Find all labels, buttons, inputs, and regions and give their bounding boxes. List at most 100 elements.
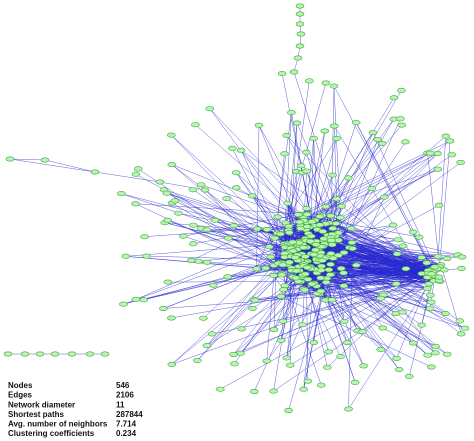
node: [303, 276, 313, 282]
edge-lines: [8, 6, 466, 411]
node: [278, 262, 288, 268]
node: [393, 237, 403, 243]
node: [174, 210, 183, 216]
node: [441, 133, 451, 139]
node: [90, 169, 100, 175]
node: [300, 271, 310, 277]
node: [119, 301, 128, 307]
node: [329, 123, 339, 129]
node: [327, 237, 336, 243]
node: [335, 215, 345, 221]
node: [433, 166, 443, 172]
node: [378, 325, 388, 331]
node: [288, 248, 298, 254]
node: [302, 168, 311, 174]
node: [315, 222, 325, 228]
node: [202, 259, 212, 265]
node: [367, 186, 377, 192]
node: [351, 262, 361, 268]
node: [155, 179, 165, 185]
stat-label: Edges: [8, 391, 33, 400]
node: [264, 244, 274, 250]
node: [167, 361, 177, 367]
node: [159, 305, 168, 311]
node: [121, 253, 131, 259]
node: [309, 339, 319, 345]
node: [296, 31, 306, 37]
node: [296, 163, 306, 169]
node: [359, 363, 368, 369]
node: [422, 260, 432, 266]
node: [291, 275, 301, 281]
node: [368, 130, 378, 136]
node: [408, 340, 418, 346]
node: [328, 255, 338, 261]
node: [167, 315, 176, 321]
node: [236, 147, 246, 153]
node: [377, 141, 387, 147]
node: [302, 264, 312, 270]
node: [252, 266, 261, 272]
node: [289, 69, 299, 75]
node: [100, 351, 110, 357]
node: [325, 272, 335, 278]
node: [254, 122, 264, 128]
node: [337, 203, 347, 209]
node: [431, 343, 440, 349]
node: [392, 355, 401, 361]
node: [292, 268, 301, 274]
node: [351, 120, 361, 126]
node: [442, 351, 452, 357]
node: [284, 230, 294, 236]
node: [303, 378, 313, 384]
node: [202, 227, 212, 233]
node: [425, 150, 435, 156]
node: [321, 279, 331, 285]
node: [331, 221, 341, 227]
node: [425, 306, 435, 312]
node: [306, 233, 316, 239]
node: [131, 171, 141, 177]
node: [426, 292, 435, 298]
node: [222, 196, 231, 202]
node: [279, 287, 288, 293]
node: [326, 251, 336, 257]
node: [237, 326, 246, 332]
node: [397, 122, 407, 128]
node: [224, 235, 233, 241]
node: [40, 157, 50, 163]
node: [278, 318, 288, 324]
node: [142, 253, 151, 259]
node: [229, 223, 239, 229]
node: [5, 156, 15, 162]
node: [408, 229, 418, 235]
node: [276, 231, 285, 237]
node: [250, 297, 260, 303]
node: [321, 204, 331, 210]
node: [327, 242, 337, 248]
node: [301, 149, 311, 155]
stat-value: 287844: [116, 410, 143, 419]
node: [316, 275, 326, 281]
node: [273, 214, 282, 220]
stat-value: 2106: [116, 391, 134, 400]
node: [200, 187, 210, 193]
node: [326, 213, 336, 219]
node: [460, 325, 470, 331]
node: [280, 151, 289, 157]
node: [457, 254, 467, 260]
node: [334, 237, 343, 243]
node: [208, 282, 218, 288]
node: [170, 198, 180, 204]
node: [287, 110, 296, 116]
node: [348, 246, 357, 252]
node: [229, 351, 238, 357]
node: [277, 272, 287, 278]
node: [427, 364, 436, 370]
node: [455, 318, 465, 324]
node: [167, 132, 176, 138]
node: [302, 211, 312, 217]
node: [439, 267, 449, 273]
stat-label: Network diameter: [8, 400, 75, 409]
